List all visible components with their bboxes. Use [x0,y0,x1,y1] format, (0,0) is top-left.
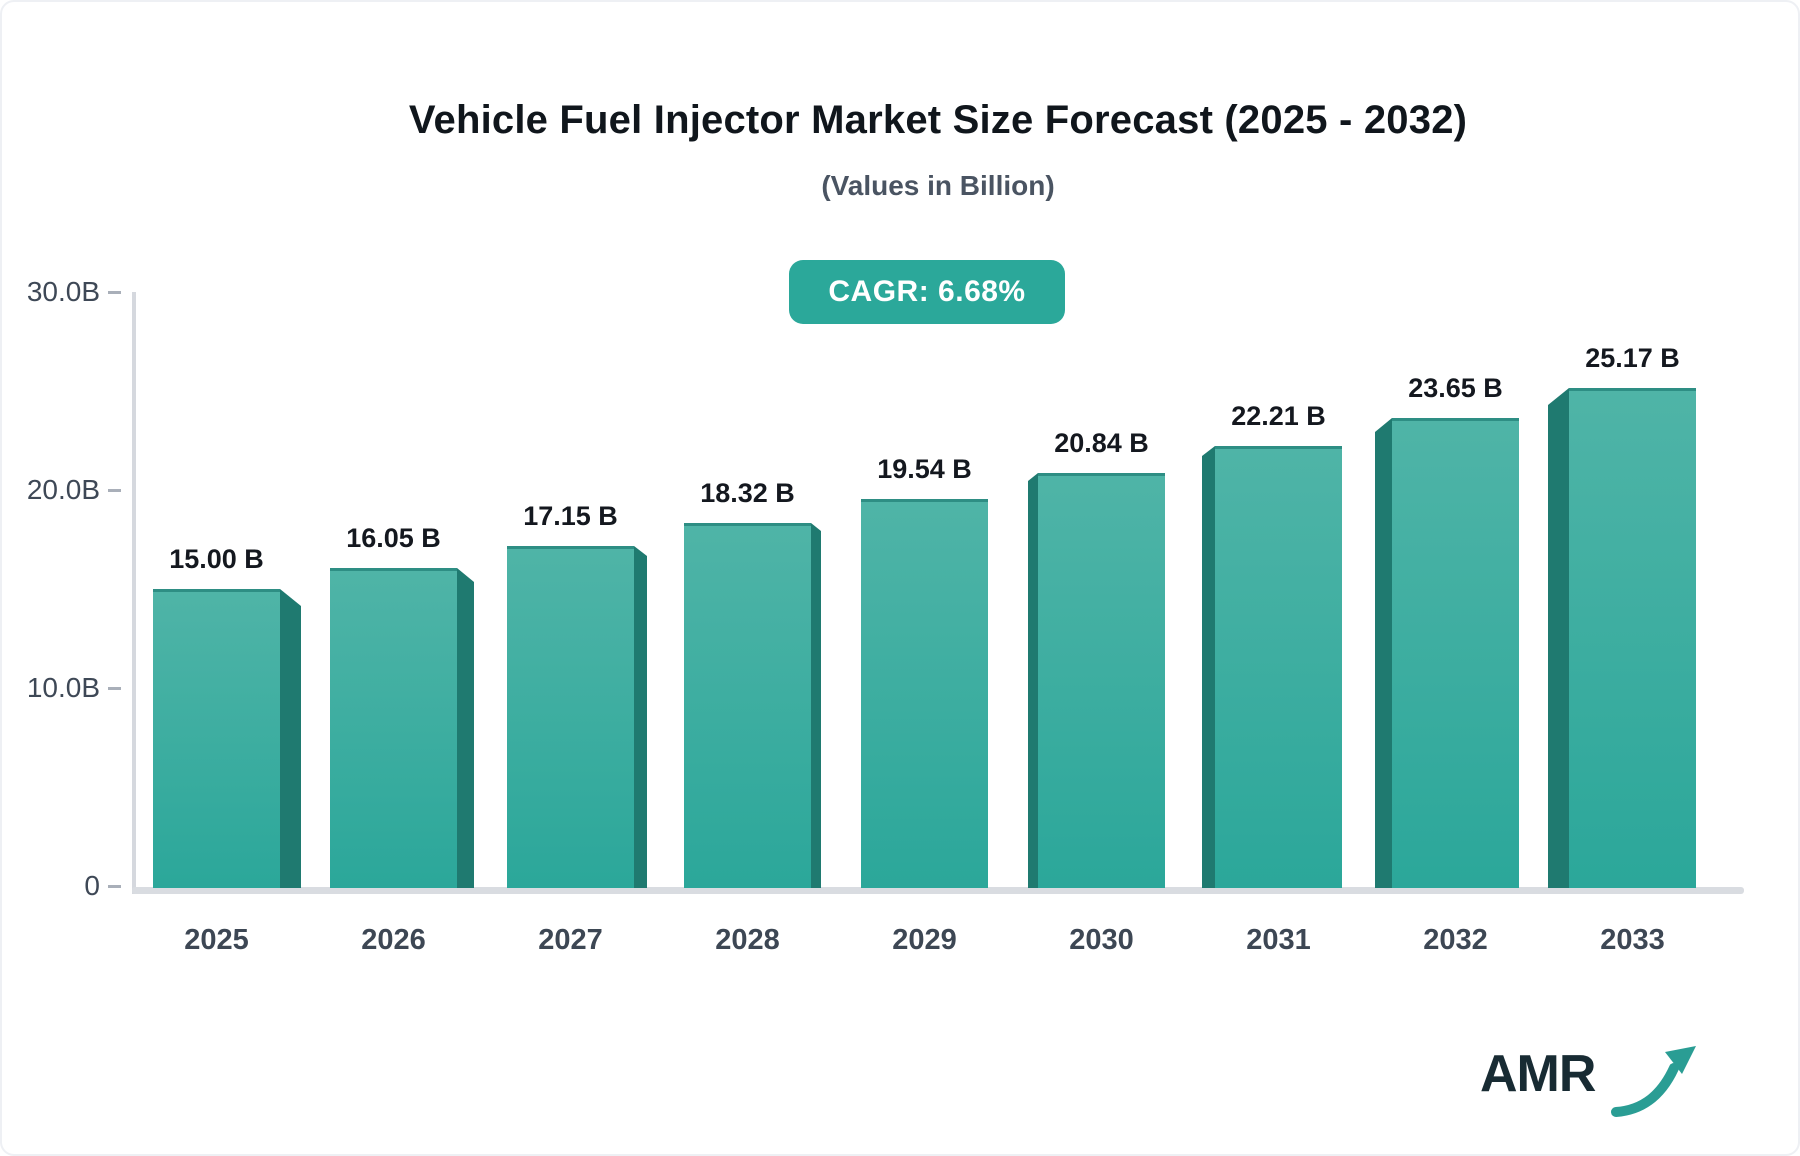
y-tick-mark [108,291,121,294]
value-label-2032: 23.65 B [1408,373,1503,403]
y-tick-label: 20.0B [26,474,100,505]
bar-2027[interactable] [507,546,634,888]
cagr-badge: CAGR: 6.68% [789,260,1065,324]
x-tick-label-2026: 2026 [361,924,426,956]
value-label-2033: 25.17 B [1585,343,1680,373]
value-label-2027: 17.15 B [523,501,618,531]
bar-2032[interactable] [1392,418,1519,888]
y-tick-label: 10.0B [26,672,100,703]
bar-side-face-2026 [457,568,474,888]
value-label-2029: 19.54 B [877,454,972,484]
amr-logo-text: AMR [1480,1045,1596,1103]
x-tick-label-2031: 2031 [1246,924,1311,956]
x-tick-label-2025: 2025 [184,924,249,956]
bar-2030[interactable] [1038,473,1165,888]
value-label-2025: 15.00 B [169,544,264,574]
y-tick-label: 0 [84,870,100,901]
y-tick-mark [108,489,121,492]
y-axis-line [132,292,136,894]
bar-2031[interactable] [1215,446,1342,888]
bar-side-face-2027 [634,546,647,888]
bar-2026[interactable] [330,568,457,888]
bar-side-face-2028 [811,523,821,888]
y-tick-mark [108,687,121,690]
x-tick-label-2027: 2027 [538,924,603,956]
bar-side-face-2033 [1548,388,1569,888]
chart-subtitle: (Values in Billion) [821,170,1055,201]
x-tick-label-2033: 2033 [1600,924,1665,956]
amr-logo: AMR [1480,1032,1700,1122]
bar-2028[interactable] [684,523,811,888]
value-label-2030: 20.84 B [1054,428,1149,458]
x-tick-label-2030: 2030 [1069,924,1134,956]
x-axis-baseline [132,887,1744,894]
bar-2029[interactable] [861,499,988,888]
growth-arrow-icon [1611,1046,1696,1117]
x-tick-label-2029: 2029 [892,924,957,956]
x-tick-label-2028: 2028 [715,924,780,956]
bar-side-face-2032 [1375,418,1392,888]
y-tick-label: 30.0B [26,276,100,307]
chart-title: Vehicle Fuel Injector Market Size Foreca… [408,98,1468,142]
bar-side-face-2025 [280,589,301,888]
value-label-2028: 18.32 B [700,478,795,508]
x-tick-label-2032: 2032 [1423,924,1488,956]
bar-2033[interactable] [1569,388,1696,888]
value-label-2031: 22.21 B [1231,401,1326,431]
bar-side-face-2031 [1202,446,1215,888]
bar-2025[interactable] [153,589,280,888]
bar-side-face-2030 [1028,473,1038,888]
value-label-2026: 16.05 B [346,523,441,553]
y-tick-mark [108,885,121,888]
